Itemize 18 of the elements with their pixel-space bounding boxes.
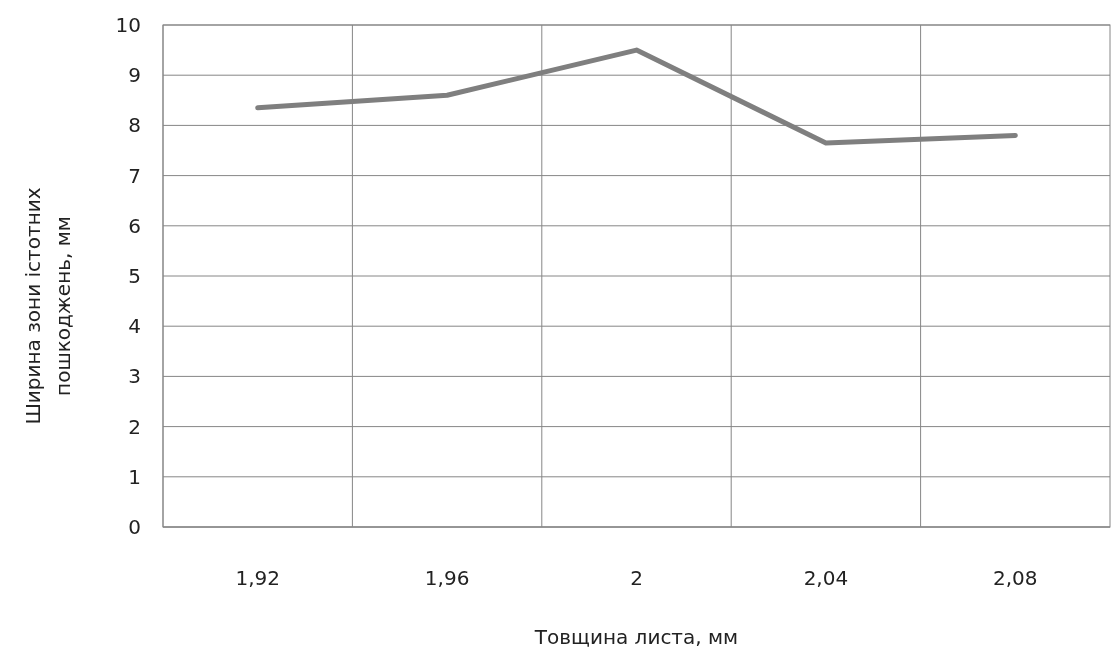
x-tick-label: 2,04: [803, 566, 849, 590]
y-tick-label: 8: [128, 113, 141, 138]
y-tick-label: 9: [128, 63, 141, 88]
y-tick-label: 0: [128, 515, 141, 539]
x-tick-label: 1,96: [424, 566, 470, 590]
y-tick-label: 1: [128, 464, 141, 489]
y-tick-label: 4: [128, 314, 141, 339]
y-tick-label: 7: [128, 163, 141, 188]
x-tick-label: 2: [630, 566, 643, 590]
y-tick-label: 5: [128, 264, 141, 288]
y-tick-label: 10: [115, 13, 141, 37]
y-tick-label: 6: [128, 213, 141, 238]
x-tick-label: 1,92: [235, 566, 280, 590]
y-tick-label: 3: [128, 364, 141, 389]
y-tick-label: 2: [128, 414, 141, 439]
x-axis-title: Товщина листа, мм: [533, 625, 739, 649]
x-tick-label: 2,08: [993, 566, 1038, 590]
y-axis-title: Ширина зони істотних пошкоджень, мм: [21, 187, 75, 425]
